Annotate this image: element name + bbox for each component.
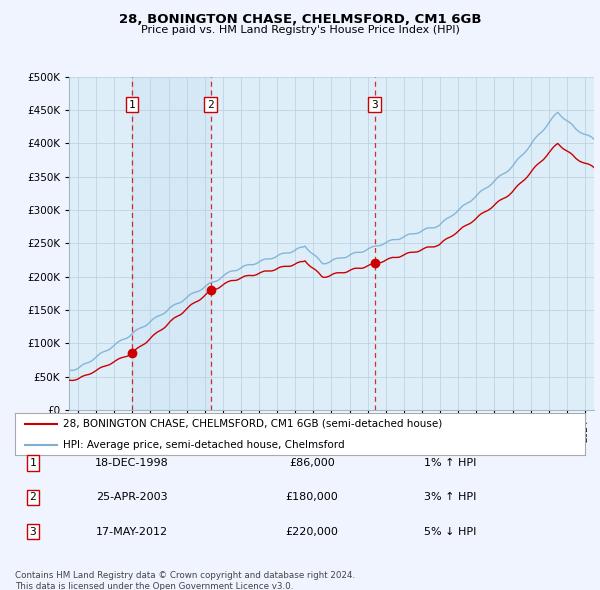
Text: Contains HM Land Registry data © Crown copyright and database right 2024.
This d: Contains HM Land Registry data © Crown c… [15,571,355,590]
Text: 3% ↑ HPI: 3% ↑ HPI [424,493,476,502]
Text: 3: 3 [371,100,378,110]
Text: 17-MAY-2012: 17-MAY-2012 [96,527,168,536]
Text: 1: 1 [29,458,37,468]
Text: HPI: Average price, semi-detached house, Chelmsford: HPI: Average price, semi-detached house,… [64,440,345,450]
Text: 3: 3 [29,527,37,536]
Text: 18-DEC-1998: 18-DEC-1998 [95,458,169,468]
Text: £86,000: £86,000 [289,458,335,468]
Text: 28, BONINGTON CHASE, CHELMSFORD, CM1 6GB: 28, BONINGTON CHASE, CHELMSFORD, CM1 6GB [119,13,481,26]
Text: 5% ↓ HPI: 5% ↓ HPI [424,527,476,536]
Text: Price paid vs. HM Land Registry's House Price Index (HPI): Price paid vs. HM Land Registry's House … [140,25,460,35]
Bar [131,77,211,410]
Text: £180,000: £180,000 [286,493,338,502]
Text: 28, BONINGTON CHASE, CHELMSFORD, CM1 6GB (semi-detached house): 28, BONINGTON CHASE, CHELMSFORD, CM1 6GB… [64,419,443,428]
Text: 2: 2 [207,100,214,110]
Text: 1: 1 [128,100,135,110]
Text: £220,000: £220,000 [286,527,338,536]
Text: 25-APR-2003: 25-APR-2003 [96,493,168,502]
Text: 2: 2 [29,493,37,502]
Text: 1% ↑ HPI: 1% ↑ HPI [424,458,476,468]
